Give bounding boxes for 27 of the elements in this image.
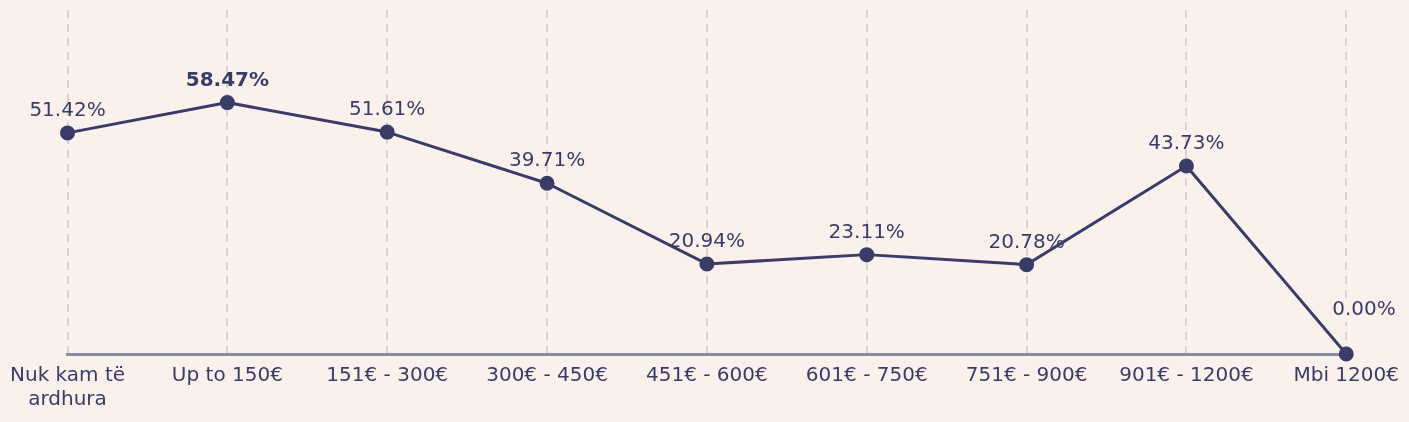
data-label: 39.71%	[508, 147, 586, 172]
data-label: 58.47%	[185, 66, 270, 91]
x-tick-label: Up to 150€	[171, 362, 283, 387]
point	[1019, 257, 1035, 273]
point	[1338, 346, 1354, 362]
x-tick-label: 601€ - 750€	[805, 362, 928, 387]
x-tick-label: 901€ - 1200€	[1119, 362, 1254, 387]
data-label: 51.61%	[349, 96, 426, 121]
point	[859, 247, 875, 263]
x-tick-label: Nuk kam të ardhura	[9, 362, 126, 411]
x-tick-label: 751€ - 900€	[965, 362, 1088, 387]
x-tick-label: 151€ - 300€	[326, 362, 449, 387]
data-label: 20.78%	[988, 228, 1065, 253]
x-tick-label: Mbi 1200€	[1293, 362, 1400, 387]
point	[379, 124, 395, 140]
point	[219, 95, 235, 111]
data-label: 23.11%	[828, 218, 905, 243]
data-label: 43.73%	[1148, 130, 1225, 155]
data-label: 51.42%	[29, 97, 106, 122]
x-tick-label: 300€ - 450€	[486, 362, 608, 387]
x-tick-label: 451€ - 600€	[646, 362, 768, 387]
point	[1178, 158, 1194, 174]
data-label: 0.00%	[1332, 296, 1396, 321]
data-label: 20.94%	[668, 228, 746, 253]
point	[60, 125, 76, 141]
point	[699, 256, 715, 272]
point	[539, 175, 555, 191]
